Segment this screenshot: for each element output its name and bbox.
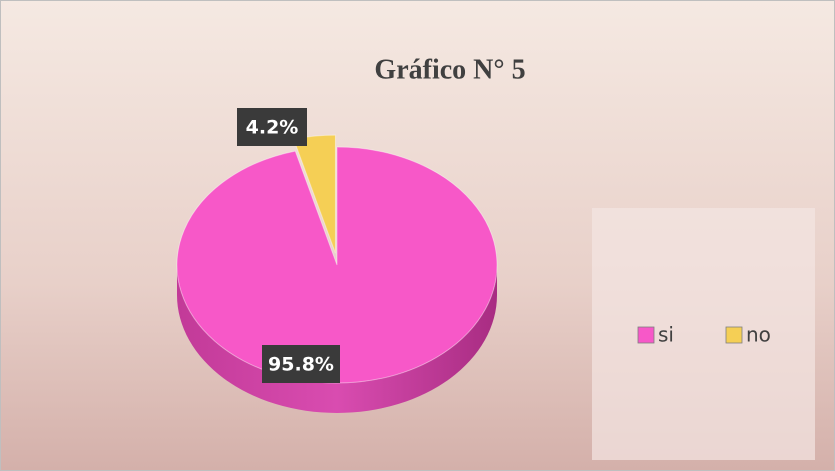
pie-side bbox=[177, 265, 497, 413]
legend-box bbox=[592, 208, 815, 460]
legend-swatch bbox=[725, 326, 743, 344]
legend-swatch bbox=[637, 326, 655, 344]
chart-title: Gráfico N° 5 bbox=[374, 54, 525, 85]
data-label: 95.8% bbox=[268, 354, 334, 376]
data-label-box bbox=[237, 108, 307, 146]
data-label-box bbox=[262, 345, 340, 383]
pie-slice bbox=[176, 146, 498, 384]
legend-label: no bbox=[746, 323, 771, 347]
legend-label: si bbox=[658, 323, 674, 347]
data-label: 4.2% bbox=[246, 117, 299, 139]
